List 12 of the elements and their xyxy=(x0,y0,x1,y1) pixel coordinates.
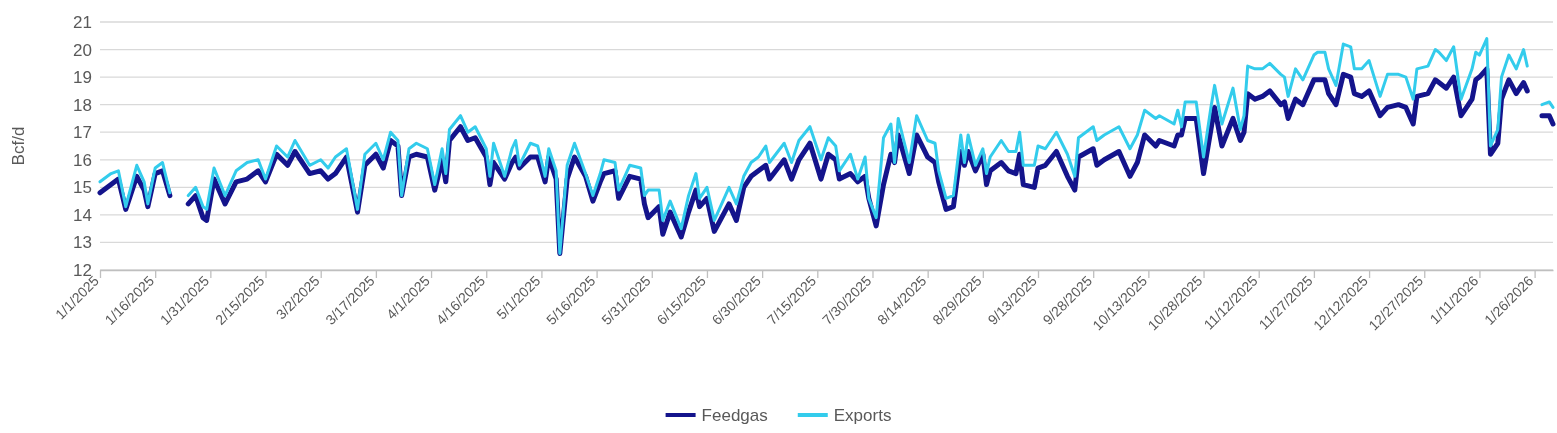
legend-label: Feedgas xyxy=(701,405,768,425)
y-tick-label: 19 xyxy=(73,68,92,88)
y-axis-title: Bcf/d xyxy=(9,126,28,166)
y-tick-label: 18 xyxy=(73,95,92,115)
y-tick-label: 17 xyxy=(73,123,92,143)
y-tick-label: 15 xyxy=(73,178,92,198)
y-tick-label: 13 xyxy=(73,233,92,253)
y-tick-label: 16 xyxy=(73,150,92,170)
y-tick-label: 20 xyxy=(73,40,92,60)
y-tick-label: 21 xyxy=(73,12,92,32)
y-tick-label: 14 xyxy=(73,205,92,225)
legend-label: Exports xyxy=(833,405,892,425)
